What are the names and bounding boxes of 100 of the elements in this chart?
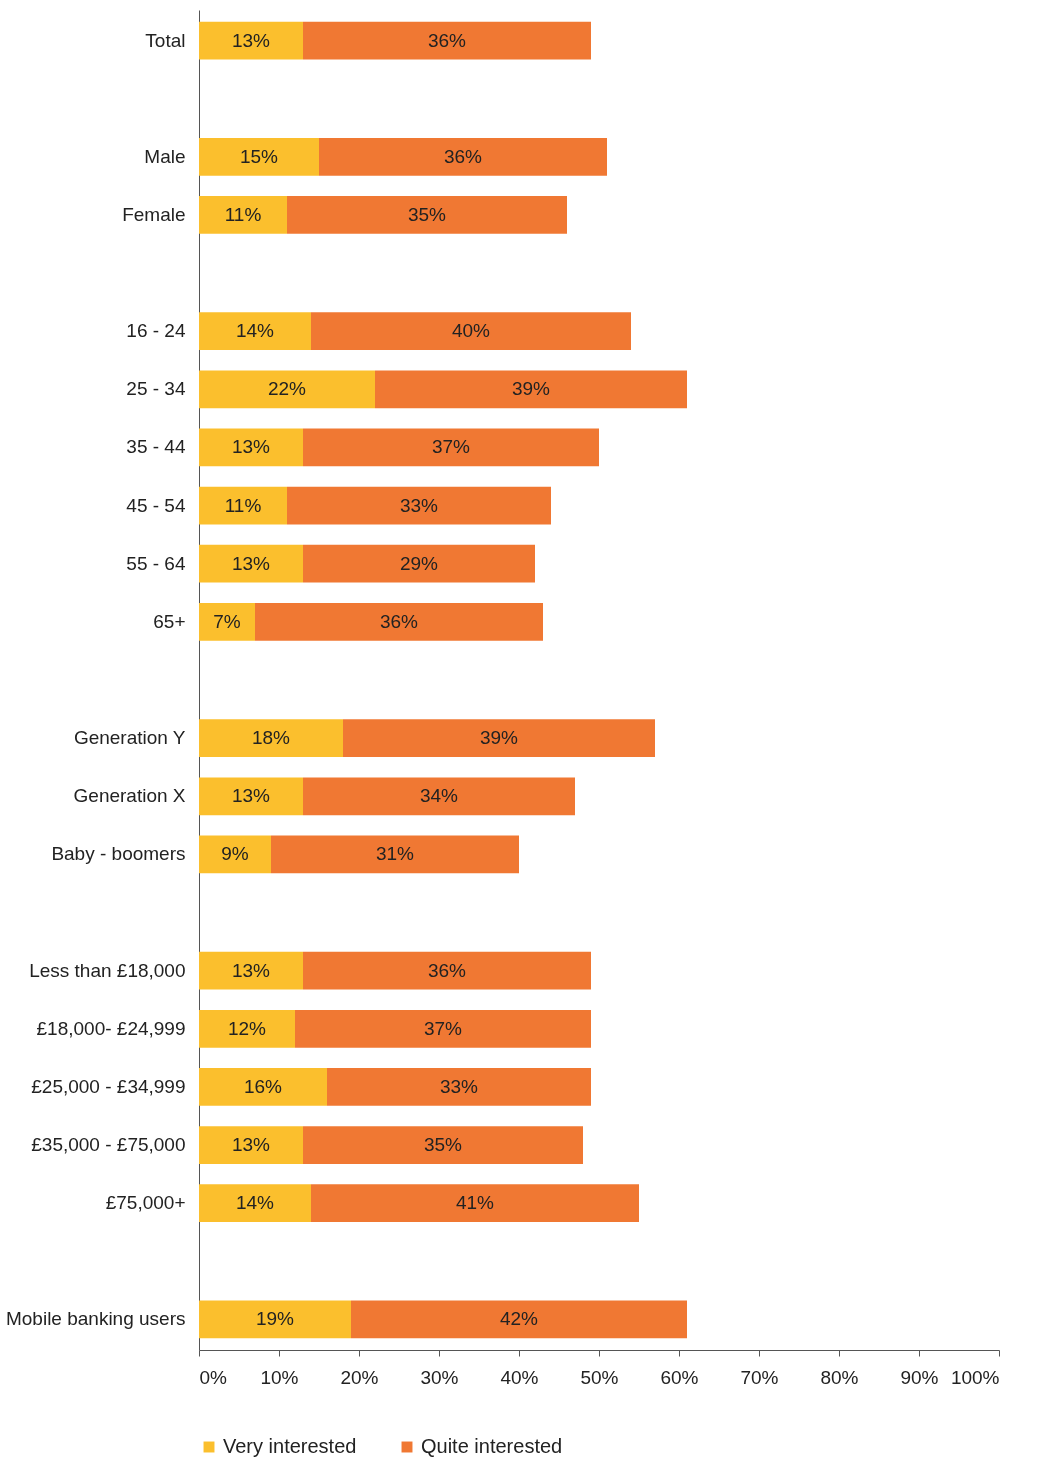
data-label: 22% [267,378,307,400]
data-label: 36% [443,145,483,167]
bar [199,1009,295,1048]
bar [199,544,303,583]
bar [303,951,591,990]
bar [327,1068,591,1106]
data-label: 35% [407,203,447,225]
data-label: 13% [231,959,271,981]
y-tick-label: Total [145,29,186,51]
data-label: 13% [231,552,271,574]
y-tick-label: Male [144,145,186,167]
bar [199,1184,311,1223]
y-tick-label: Female [122,203,186,225]
data-label: 34% [419,785,459,807]
x-tick-label: 40% [500,1366,539,1388]
data-label: 18% [251,727,291,749]
data-label: 37% [423,1017,463,1039]
bar [343,719,655,758]
data-label: 13% [231,785,271,807]
data-label: 36% [379,610,419,632]
data-label: 40% [451,320,491,342]
y-tick-label: £75,000+ [105,1192,186,1214]
x-tick-label: 70% [740,1366,779,1388]
y-tick-label: Less than £18,000 [29,959,186,981]
bar [199,370,375,409]
bar [199,777,303,816]
x-tick-label: 90% [900,1366,939,1388]
x-tick-label: 20% [340,1366,379,1388]
bar [199,1126,303,1164]
x-tick-label: 10% [260,1366,299,1388]
bar [199,835,271,874]
y-tick-label: Baby - boomers [51,843,186,865]
bar [271,835,519,874]
data-label: 12% [227,1017,267,1039]
bar [303,1126,583,1164]
bar [311,312,631,351]
data-label: 31% [375,843,415,865]
bar [287,486,551,525]
data-label: 11% [224,203,262,225]
bar [311,1184,639,1223]
y-tick-label: Generation X [73,785,186,807]
y-tick-label: Generation Y [73,727,186,749]
data-label: 39% [479,727,519,749]
data-label: 41% [455,1192,495,1214]
x-tick-label: 80% [820,1366,859,1388]
x-tick-label: 60% [660,1366,699,1388]
data-label: 39% [511,378,551,400]
x-tick-label: 0% [199,1366,228,1388]
data-label: 13% [231,29,271,51]
x-tick-label: 100% [950,1366,1000,1388]
data-label: 15% [239,145,279,167]
bar [303,777,575,816]
data-label: 36% [427,959,467,981]
x-tick-label: 30% [420,1366,459,1388]
data-label: 33% [439,1075,479,1097]
bar [199,1300,351,1339]
bar [199,951,303,990]
y-tick-label: 55 - 64 [126,552,186,574]
legend-label: Very interested [223,1435,357,1457]
x-tick-label: 50% [580,1366,619,1388]
y-tick-label: £18,000- £24,999 [36,1017,186,1039]
bar [303,21,591,60]
bar [319,137,607,176]
bar [199,312,311,351]
data-label: 14% [235,1192,275,1214]
bar [303,428,599,467]
y-tick-label: Mobile banking users [5,1308,186,1330]
y-tick-label: 65+ [153,610,186,632]
data-label: 37% [431,436,471,458]
y-tick-label: £35,000 - £75,000 [31,1134,186,1156]
bar [199,486,287,525]
data-label: 13% [231,1134,271,1156]
data-label: 13% [231,436,271,458]
bar [351,1300,687,1339]
bar [199,196,287,234]
legend-label: Quite interested [421,1435,563,1457]
data-label: 11% [224,494,262,516]
data-label: 9% [221,843,249,865]
bar [375,370,687,409]
data-label: 14% [235,320,275,342]
bar [295,1009,591,1048]
bar [199,602,255,641]
bar [199,719,343,758]
y-tick-label: 35 - 44 [126,436,186,458]
bar [199,428,303,467]
bar [199,21,303,60]
y-tick-label: 16 - 24 [126,320,186,342]
y-tick-label: 25 - 34 [126,378,186,400]
y-tick-label: £25,000 - £34,999 [31,1075,186,1097]
data-label: 29% [399,552,439,574]
data-label: 7% [213,610,241,632]
bar [199,1068,327,1106]
bar [303,544,535,583]
data-label: 16% [243,1075,283,1097]
data-label: 33% [399,494,439,516]
data-label: 36% [427,29,467,51]
bar [199,137,319,176]
y-tick-label: 45 - 54 [126,494,186,516]
data-label: 35% [423,1134,463,1156]
bar [287,196,567,234]
